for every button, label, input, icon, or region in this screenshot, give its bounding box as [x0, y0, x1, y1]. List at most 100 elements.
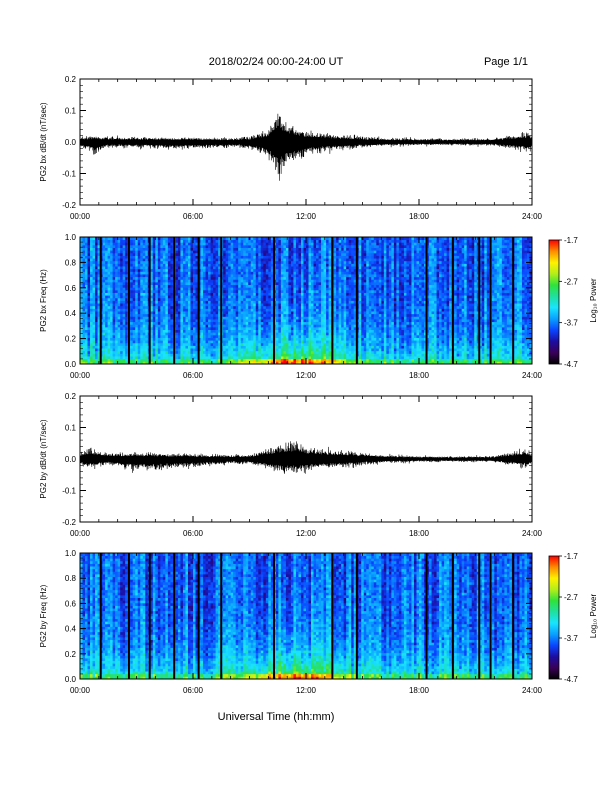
spectrogram-cell: [251, 271, 254, 274]
spectrogram-cell: [208, 266, 211, 269]
spectrogram-cell: [108, 338, 111, 341]
spectrogram-cell: [130, 271, 133, 274]
spectrogram-cell: [311, 285, 314, 288]
spectrogram-cell: [93, 282, 96, 285]
spectrogram-cell: [263, 287, 266, 290]
spectrogram-cell: [88, 314, 91, 317]
spectrogram-cell: [130, 240, 133, 243]
spectrogram-cell: [258, 248, 261, 251]
spectrogram-cell: [138, 271, 141, 274]
spectrogram-cell: [120, 301, 123, 304]
spectrogram-cell: [213, 314, 216, 317]
spectrogram-cell: [130, 245, 133, 248]
spectrogram-cell: [143, 327, 146, 330]
spectrogram-cell: [118, 274, 121, 277]
spectrogram-cell: [226, 258, 229, 261]
spectrogram-cell: [286, 335, 289, 338]
spectrogram-cell: [125, 240, 128, 243]
spectrogram-cell: [170, 282, 173, 285]
x-tick-label: 24:00: [522, 212, 543, 221]
spectrogram-cell: [165, 319, 168, 322]
spectrogram-cell: [288, 261, 291, 264]
spectrogram-cell: [248, 322, 251, 325]
spectrogram-cell: [158, 353, 161, 356]
spectrogram-cell: [90, 353, 93, 356]
spectrogram-cell: [163, 308, 166, 311]
spectrogram-cell: [135, 240, 138, 243]
spectrogram-cell: [158, 295, 161, 298]
spectrogram-cell: [316, 277, 319, 280]
spectrogram-cell: [278, 319, 281, 322]
spectrogram-cell: [231, 322, 234, 325]
spectrogram-cell: [296, 338, 299, 341]
spectrogram-cell: [228, 282, 231, 285]
spectrogram-cell: [319, 327, 322, 330]
spectrogram-cell: [130, 298, 133, 301]
spectrogram-cell: [263, 271, 266, 274]
spectrogram-cell: [288, 327, 291, 330]
spectrogram-cell: [293, 287, 296, 290]
spectrogram-cell: [190, 274, 193, 277]
spectrogram-cell: [145, 261, 148, 264]
spectrogram-cell: [158, 256, 161, 259]
spectrogram-cell: [93, 359, 96, 362]
spectrogram-cell: [303, 274, 306, 277]
spectrogram-cell: [288, 345, 291, 348]
spectrogram-cell: [83, 343, 86, 346]
spectrogram-cell: [158, 351, 161, 354]
spectrogram-cell: [216, 298, 219, 301]
spectrogram-cell: [213, 335, 216, 338]
spectrogram-cell: [160, 258, 163, 261]
spectrogram-cell: [231, 356, 234, 359]
spectrogram-cell: [319, 285, 322, 288]
spectrogram-cell: [123, 285, 126, 288]
spectrogram-cell: [243, 316, 246, 319]
spectrogram-cell: [281, 308, 284, 311]
spectrogram-cell: [253, 282, 256, 285]
spectrogram-cell: [293, 322, 296, 325]
spectrogram-cell: [281, 293, 284, 296]
spectrogram-cell: [256, 348, 259, 351]
spectrogram-cell: [211, 250, 214, 253]
spectrogram-cell: [145, 290, 148, 293]
spectrogram-cell: [88, 242, 91, 245]
spectrogram-cell: [243, 330, 246, 333]
spectrogram-cell: [190, 266, 193, 269]
spectrogram-cell: [175, 306, 178, 309]
spectrogram-cell: [288, 351, 291, 354]
spectrogram-cell: [110, 303, 113, 306]
spectrogram-cell: [133, 343, 136, 346]
spectrogram-cell: [251, 266, 254, 269]
spectrogram-cell: [158, 293, 161, 296]
spectrogram-cell: [309, 256, 312, 259]
spectrogram-cell: [120, 279, 123, 282]
spectrogram-cell: [296, 274, 299, 277]
spectrogram-cell: [118, 290, 121, 293]
spectrogram-cell: [175, 327, 178, 330]
spectrogram-cell: [233, 322, 236, 325]
spectrogram-cell: [301, 340, 304, 343]
spectrogram-cell: [201, 295, 204, 298]
spectrogram-cell: [256, 285, 259, 288]
spectrogram-cell: [138, 290, 141, 293]
spectrogram-cell: [206, 250, 209, 253]
spectrogram-cell: [88, 327, 91, 330]
spectrogram-cell: [263, 303, 266, 306]
spectrogram-cell: [155, 332, 158, 335]
spectrogram-cell: [216, 256, 219, 259]
spectrogram-cell: [143, 319, 146, 322]
spectrogram-cell: [306, 301, 309, 304]
spectrogram-cell: [140, 293, 143, 296]
spectrogram-cell: [251, 245, 254, 248]
spectrogram-cell: [319, 343, 322, 346]
spectrogram-cell: [309, 287, 312, 290]
spectrogram-cell: [324, 322, 327, 325]
spectrogram-cell: [103, 332, 106, 335]
spectrogram-cell: [175, 279, 178, 282]
spectrogram-cell: [125, 245, 128, 248]
spectrogram-cell: [203, 351, 206, 354]
spectrogram-cell: [251, 356, 254, 359]
spectrogram-cell: [175, 261, 178, 264]
spectrogram-cell: [85, 295, 88, 298]
spectrogram-cell: [140, 330, 143, 333]
